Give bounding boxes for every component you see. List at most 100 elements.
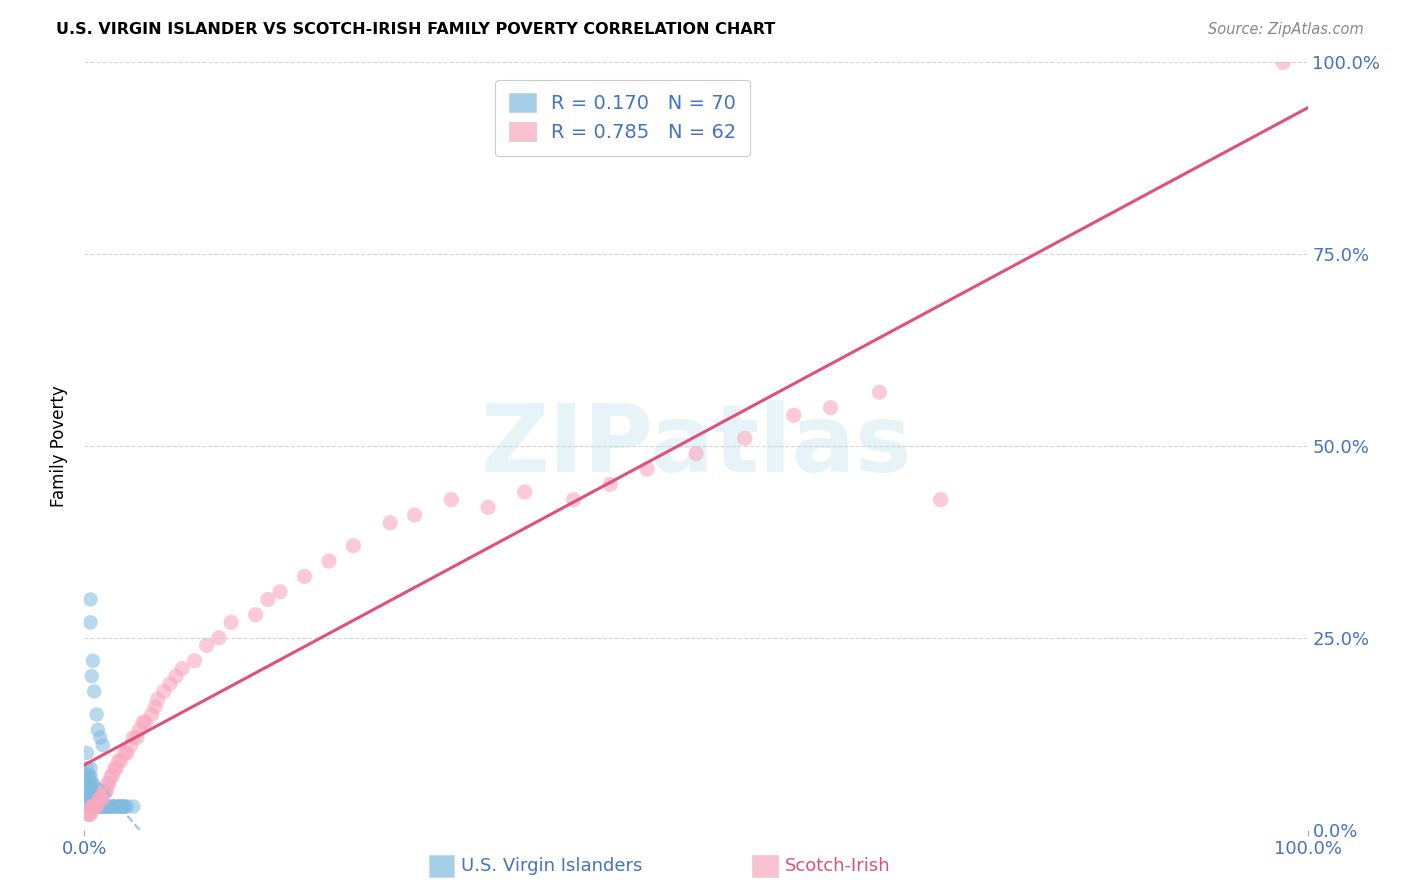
Point: [84, 799, 107, 814]
Point: [91, 738, 114, 752]
Point: [107, 799, 129, 814]
Point: [79, 769, 101, 783]
Text: ZIPatlas: ZIPatlas: [481, 400, 911, 492]
Point: [80, 784, 103, 798]
Point: [91, 792, 114, 806]
Text: U.S. VIRGIN ISLANDER VS SCOTCH-IRISH FAMILY POVERTY CORRELATION CHART: U.S. VIRGIN ISLANDER VS SCOTCH-IRISH FAM…: [56, 22, 776, 37]
Point: [105, 761, 128, 775]
Point: [94, 784, 117, 798]
Point: [77, 807, 100, 822]
Point: [165, 669, 187, 683]
Point: [318, 554, 340, 568]
Point: [97, 799, 120, 814]
Point: [84, 784, 107, 798]
Point: [82, 792, 104, 806]
Point: [141, 707, 163, 722]
Point: [79, 592, 101, 607]
Point: [80, 799, 103, 814]
Point: [77, 776, 100, 790]
Point: [79, 792, 101, 806]
Point: [90, 799, 112, 814]
Point: [86, 799, 108, 814]
Point: [94, 799, 117, 814]
Point: [76, 776, 98, 790]
Point: [93, 799, 115, 814]
Point: [219, 615, 242, 630]
Point: [153, 684, 176, 698]
Point: [146, 692, 169, 706]
Point: [103, 799, 125, 814]
Point: [104, 799, 127, 814]
Point: [110, 754, 132, 768]
Point: [820, 401, 842, 415]
Point: [87, 723, 110, 737]
Point: [76, 784, 98, 798]
Point: [79, 776, 101, 790]
Point: [294, 569, 316, 583]
Point: [685, 447, 707, 461]
Point: [105, 799, 128, 814]
Point: [82, 776, 104, 790]
Point: [172, 661, 194, 675]
Point: [77, 784, 100, 798]
Point: [83, 792, 105, 806]
Point: [110, 799, 132, 814]
Point: [82, 792, 104, 806]
Point: [159, 677, 181, 691]
Point: [869, 385, 891, 400]
Point: [96, 784, 118, 798]
Point: [87, 792, 110, 806]
Point: [87, 799, 110, 814]
Point: [128, 723, 150, 737]
Point: [183, 654, 205, 668]
Point: [77, 792, 100, 806]
Point: [111, 799, 134, 814]
Point: [404, 508, 426, 522]
Point: [77, 769, 100, 783]
Point: [97, 776, 120, 790]
Point: [80, 799, 103, 814]
Point: [100, 799, 122, 814]
Point: [77, 784, 100, 798]
Point: [76, 769, 98, 783]
Point: [114, 799, 136, 814]
Point: [599, 477, 621, 491]
Point: [79, 807, 101, 822]
Point: [80, 776, 103, 790]
Point: [79, 799, 101, 814]
Point: [82, 654, 104, 668]
Point: [107, 754, 129, 768]
Point: [86, 792, 108, 806]
Point: [77, 769, 100, 783]
Point: [636, 462, 658, 476]
Point: [82, 784, 104, 798]
Point: [96, 799, 118, 814]
Point: [112, 799, 135, 814]
Point: [513, 485, 536, 500]
Point: [79, 784, 101, 798]
Point: [1272, 55, 1295, 70]
Point: [101, 769, 124, 783]
Point: [135, 715, 157, 730]
Point: [82, 799, 104, 814]
Point: [86, 799, 108, 814]
Point: [783, 409, 806, 423]
Point: [84, 792, 107, 806]
Point: [380, 516, 402, 530]
Point: [104, 761, 127, 775]
Point: [76, 761, 98, 775]
Point: [108, 799, 131, 814]
Point: [125, 731, 148, 745]
Point: [79, 761, 101, 775]
Point: [929, 492, 952, 507]
Point: [77, 776, 100, 790]
Point: [245, 607, 267, 622]
Point: [84, 799, 107, 814]
Point: [257, 592, 280, 607]
Point: [83, 799, 105, 814]
Point: [91, 799, 114, 814]
Point: [98, 799, 121, 814]
Point: [477, 500, 499, 515]
Point: [440, 492, 463, 507]
Point: [80, 792, 103, 806]
